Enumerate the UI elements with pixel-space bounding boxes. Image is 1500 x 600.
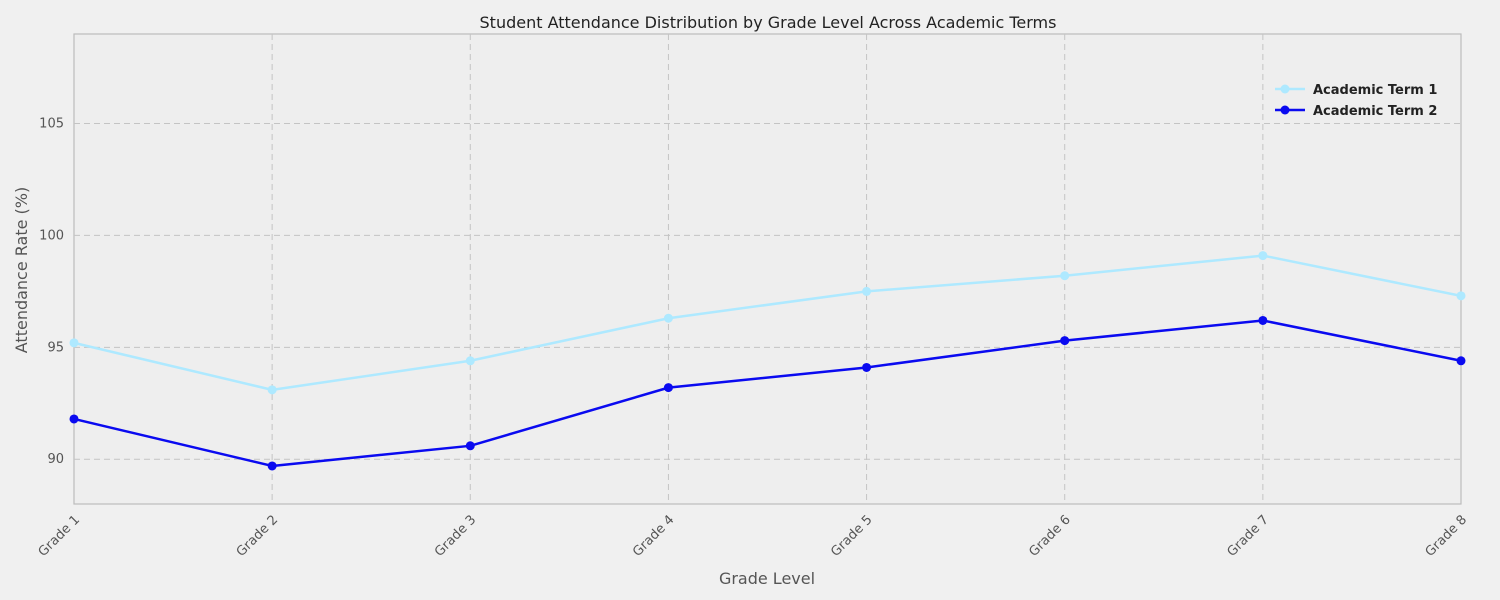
chart-title: Student Attendance Distribution by Grade… <box>480 13 1057 32</box>
legend-marker <box>1280 84 1290 94</box>
data-point <box>862 362 872 372</box>
x-tick-label: Grade 1 <box>36 512 83 559</box>
x-tick-label: Grade 8 <box>1423 512 1470 559</box>
series-1 <box>69 251 1466 395</box>
data-point <box>267 385 277 395</box>
x-tick-label: Grade 3 <box>432 512 479 559</box>
x-tick-label: Grade 7 <box>1224 512 1271 559</box>
legend-label: Academic Term 2 <box>1313 104 1437 119</box>
x-tick-labels: Grade 1 Grade 2 Grade 3 Grade 4 Grade 5 Grade… <box>36 512 1470 559</box>
data-point <box>1060 336 1070 346</box>
data-point <box>465 356 475 366</box>
legend: Academic Term 1 Academic Term 2 <box>1275 83 1437 119</box>
x-tick-label: Grade 6 <box>1026 512 1073 559</box>
data-point <box>69 338 79 348</box>
data-point <box>1258 251 1268 261</box>
plot-area <box>73 33 1462 505</box>
legend-item: Academic Term 2 <box>1275 104 1437 119</box>
y-tick-labels: 90 95 100 105 <box>39 117 64 468</box>
data-point <box>69 414 79 424</box>
legend-label: Academic Term 1 <box>1313 83 1437 98</box>
series-2 <box>69 315 1466 471</box>
data-point <box>1258 315 1268 325</box>
data-point <box>1456 356 1466 366</box>
data-point <box>1456 291 1466 301</box>
legend-item: Academic Term 1 <box>1275 83 1437 98</box>
x-tick-label: Grade 2 <box>234 512 281 559</box>
data-point <box>862 286 872 296</box>
grid-layer <box>74 34 1461 504</box>
y-tick-label: 90 <box>47 452 64 467</box>
data-point <box>663 313 673 323</box>
series-line <box>73 254 1462 392</box>
y-tick-label: 105 <box>39 117 64 132</box>
series-line <box>73 319 1462 468</box>
y-tick-label: 100 <box>39 228 64 243</box>
data-point <box>267 461 277 471</box>
y-axis-label: Attendance Rate (%) <box>12 187 31 353</box>
series-layer <box>69 251 1466 471</box>
y-tick-label: 95 <box>47 340 64 355</box>
x-axis-label: Grade Level <box>719 569 815 588</box>
x-tick-label: Grade 5 <box>828 512 875 559</box>
data-point <box>663 383 673 393</box>
legend-marker <box>1280 105 1290 115</box>
data-point <box>465 441 475 451</box>
x-tick-label: Grade 4 <box>630 512 677 559</box>
data-point <box>1060 271 1070 281</box>
